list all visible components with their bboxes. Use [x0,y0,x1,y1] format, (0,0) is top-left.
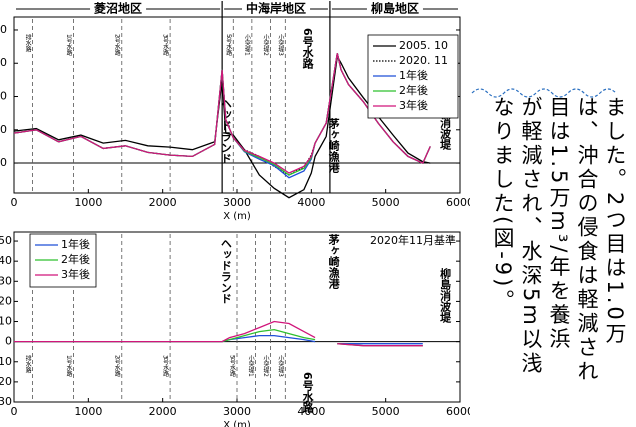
region-label: 柳島地区 [371,1,419,16]
channel-label: 排水路 [24,33,31,53]
legend-label: 2005. 10 [399,39,448,52]
y-tick-label: 0 [5,335,12,348]
channel-label: 小突堤1 [243,33,250,56]
x-tick-label: 6000 [446,196,470,209]
charts: 2001501005000100020003000400050006000X (… [0,1,470,427]
y-tick-label: 20 [0,294,12,307]
channel-label: 2号水路 [113,34,120,57]
x-axis-label: X (m) [223,211,251,222]
channel-label: 小突堤1 [247,354,254,377]
channel-label: 小突堤3 [277,354,284,377]
channel-label: 1号水路 [65,34,72,57]
y-tick-label: 30 [0,274,12,287]
channel-label: 3号水路 [162,355,169,378]
annotation: 茅ヶ崎漁港 [327,117,340,174]
text-column: 目は1.5万m³/年を養浜 [547,96,571,352]
y-tick-label: 100 [0,90,7,103]
x-tick-label: 0 [11,196,18,209]
annotation: 6号水路 [301,28,314,69]
series-line [14,334,423,345]
region-label: 菱沼地区 [94,1,142,16]
channel-label: 小突堤3 [277,33,284,56]
annotation: 6号水路 [301,372,314,413]
text-column: は、沖合の侵食は軽減され [575,96,599,384]
legend-label: 2年後 [61,252,90,266]
series-line [13,54,431,199]
y-tick-label: 10 [0,315,12,328]
y-tick-label: 50 [0,123,7,136]
legend-label: 1年後 [61,237,90,251]
channel-label: 5号水路 [229,355,236,378]
channel-label: 2号水路 [113,355,120,378]
annotation: 柳島消波堤 [439,267,452,324]
y-tick-label: -20 [0,375,12,388]
channel-label: 1号水路 [65,355,72,378]
legend-label: 2020. 11 [399,54,448,67]
legend-label: 1年後 [399,68,428,82]
y-tick-label: 50 [0,234,12,247]
x-tick-label: 1000 [74,405,102,418]
y-tick-label: 150 [0,56,7,69]
channel-label: 5号水路 [225,34,232,57]
note: 2020年11月基準 [370,233,456,247]
channel-label: 3号水路 [162,34,169,57]
text-column: ました。2つ目は1.0万 [603,96,627,347]
channel-label: 排水路 [24,354,31,374]
x-tick-label: 1000 [74,196,102,209]
y-tick-label: -10 [0,355,12,368]
ornament [471,88,617,98]
x-tick-label: 5000 [372,196,400,209]
region-label: 中海岸地区 [246,1,306,16]
x-tick-label: 6000 [446,405,470,418]
legend-label: 3年後 [399,98,428,112]
side-text: ました。2つ目は1.0万 は、沖合の侵食は軽減され 目は1.5万m³/年を養浜 … [470,0,636,427]
y-tick-label: 40 [0,254,12,267]
x-axis-label: X (m) [223,420,251,427]
y-tick-label: 0 [0,156,7,169]
x-tick-label: 2000 [149,405,177,418]
x-tick-label: 5000 [372,405,400,418]
x-tick-label: 3000 [223,196,251,209]
text-column: なりました(図-9)。 [491,96,515,314]
series-line [14,320,423,347]
x-tick-label: 4000 [297,405,325,418]
ornament-line [471,88,617,98]
x-tick-label: 3000 [223,405,251,418]
channel-label: 小突堤2 [262,33,269,56]
y-tick-label: -30 [0,395,12,408]
x-tick-label: 0 [11,405,18,418]
series-line [13,53,431,174]
annotation: 茅ヶ崎漁港 [327,233,340,290]
x-tick-label: 4000 [297,196,325,209]
legend-label: 3年後 [61,267,90,281]
y-tick-label: 200 [0,23,7,36]
x-tick-label: 2000 [149,196,177,209]
text-column: が軽減され、水深5m以浅 [519,96,543,376]
legend-label: 2年後 [399,83,428,97]
annotation: ヘッドランド [219,238,232,304]
channel-label: 小突堤2 [262,354,269,377]
